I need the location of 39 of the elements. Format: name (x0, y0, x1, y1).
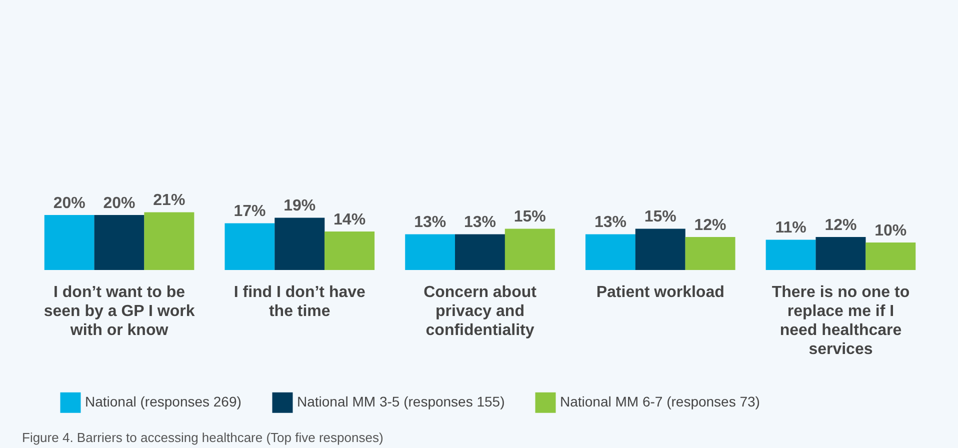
bar (455, 234, 505, 270)
x-tick-label: There is no one to replace me if I need healthcare services (772, 284, 910, 358)
bar (866, 242, 916, 270)
bar (766, 240, 816, 270)
data-label: 15% (644, 208, 676, 226)
bar (685, 236, 736, 270)
bar (635, 228, 686, 270)
data-label: 20% (53, 194, 86, 212)
bar (504, 228, 555, 270)
data-label: 19% (284, 198, 316, 215)
x-tick-label: Concern about privacy and confidentiality (424, 284, 538, 339)
data-label: 15% (514, 208, 546, 226)
x-tick-label: Patient workload (596, 284, 724, 301)
data-label: 17% (234, 203, 266, 220)
data-label: 13% (414, 214, 446, 232)
bar (585, 234, 636, 270)
bar (274, 218, 325, 270)
legend-label: National MM 6-7 (responses 73) (560, 394, 760, 410)
bar (144, 212, 194, 270)
data-label: 14% (334, 211, 366, 228)
caption: Figure 4. Barriers to accessing healthcare (Top five responses) (22, 430, 384, 445)
data-label: 12% (824, 216, 857, 234)
data-label: 21% (153, 192, 186, 210)
bar (324, 231, 375, 270)
data-label: 10% (874, 222, 907, 240)
data-label: 11% (775, 220, 806, 237)
x-tick-label: I find I don’t have the time (234, 284, 366, 320)
legend-label: National (responses 269) (85, 394, 242, 410)
data-label: 13% (594, 214, 626, 232)
bar (224, 223, 275, 270)
legend-label: National MM 3-5 (responses 155) (297, 394, 505, 410)
x-tick-label: I don’t want to be seen by a GP I work with or know (44, 284, 195, 339)
data-label: 13% (464, 214, 496, 232)
bar (405, 234, 456, 270)
bar (816, 236, 866, 270)
bar (44, 214, 94, 270)
data-label: 12% (694, 216, 726, 234)
data-label: 20% (103, 194, 136, 212)
bar (94, 214, 144, 270)
